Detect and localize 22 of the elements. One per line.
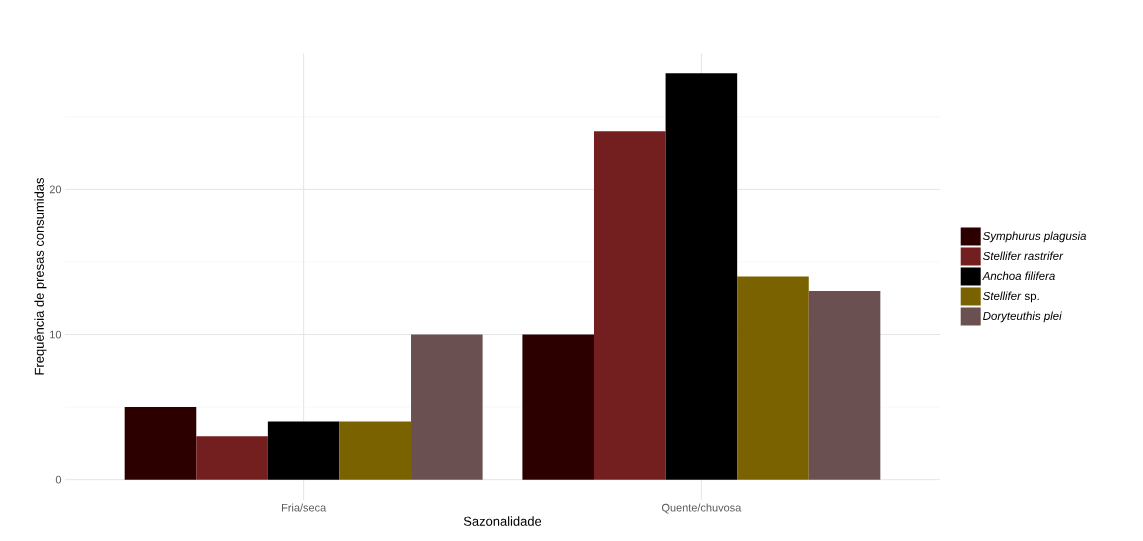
legend-label: Anchoa filifera [982, 271, 1055, 280]
legend-label: Stellifer sp. [983, 291, 1039, 303]
bar [339, 421, 412, 480]
bar [593, 131, 666, 480]
bar [737, 276, 809, 480]
legend-label: Symphurus plagusia [983, 231, 1087, 243]
y-tick-label: 10 [50, 330, 62, 339]
y-tick-label: 20 [49, 185, 62, 194]
legend-label: Stellifer rastrifer [983, 251, 1064, 260]
x-tick-label: Quente/chuvosa [661, 503, 742, 514]
bar [196, 436, 268, 480]
bar [808, 291, 881, 480]
x-tick-label: Fria/seca [282, 503, 327, 512]
y-tick-label: 0 [55, 475, 62, 484]
bar [411, 334, 483, 480]
y-axis-title: Frequência de presas consumidas [34, 178, 47, 375]
legend-label: Doryteuthis plei [983, 311, 1062, 323]
x-axis-title: Sazonalidade [463, 516, 542, 526]
bar [665, 73, 738, 480]
bar [124, 407, 197, 480]
bar [267, 421, 340, 480]
bar [522, 334, 594, 480]
